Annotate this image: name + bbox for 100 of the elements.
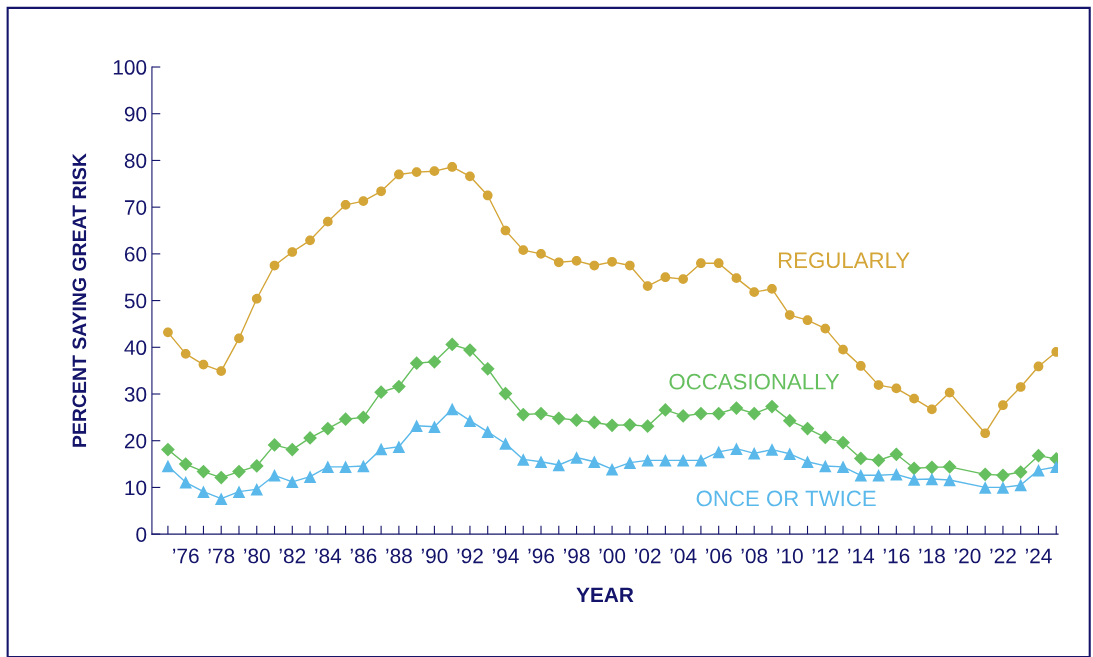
point	[463, 414, 477, 427]
x-tick-label: ’06	[706, 548, 732, 564]
point	[198, 359, 209, 370]
point	[394, 169, 404, 180]
point	[392, 440, 406, 454]
point	[410, 419, 423, 433]
x-tick-label: ’90	[421, 548, 448, 564]
point	[765, 399, 779, 414]
point	[694, 406, 708, 421]
y-tick-label: 50	[124, 293, 147, 309]
point	[980, 428, 991, 439]
point	[1015, 382, 1026, 392]
series-label: OCCASIONALLY	[669, 373, 840, 390]
point	[499, 437, 512, 450]
x-tick-label: ’86	[350, 548, 377, 564]
point	[996, 481, 1010, 494]
point	[642, 281, 653, 291]
point	[1032, 463, 1045, 477]
x-tick-label: ’04	[670, 548, 697, 564]
point	[374, 385, 388, 400]
point	[623, 456, 637, 469]
point	[820, 323, 831, 334]
point	[891, 383, 902, 394]
y-axis-title: PERCENT SAYING GREAT RISK	[72, 153, 87, 447]
point	[747, 406, 762, 421]
point	[658, 403, 673, 417]
x-tick-label: ’10	[777, 548, 803, 564]
point	[622, 417, 637, 432]
point	[838, 344, 848, 355]
point	[409, 356, 424, 371]
point	[907, 461, 921, 476]
point	[232, 464, 246, 479]
point	[802, 315, 813, 326]
point	[907, 473, 921, 486]
point	[783, 447, 796, 461]
point	[376, 186, 386, 197]
x-tick-label: ’84	[315, 548, 342, 564]
x-tick-label: ’18	[919, 548, 945, 564]
point	[873, 380, 884, 390]
x-tick-label: ’16	[883, 548, 910, 564]
point	[234, 333, 244, 344]
point	[784, 310, 795, 320]
y-tick-label: 40	[124, 340, 147, 356]
point	[481, 425, 494, 439]
point	[214, 492, 228, 505]
point	[624, 260, 635, 271]
x-tick-label: ’00	[599, 548, 626, 564]
y-tick-label: 30	[124, 387, 147, 402]
point	[696, 258, 706, 269]
point	[358, 196, 369, 206]
x-tick-label: ’76	[173, 548, 199, 564]
point	[871, 453, 886, 468]
point	[178, 457, 193, 471]
point	[978, 481, 992, 494]
point	[853, 451, 868, 466]
point	[607, 256, 617, 267]
point	[303, 431, 317, 445]
point	[518, 245, 529, 255]
point	[1013, 465, 1028, 479]
point	[534, 406, 548, 421]
point	[161, 459, 175, 473]
point	[854, 469, 868, 482]
point	[589, 260, 600, 271]
point	[890, 468, 903, 481]
point	[465, 171, 475, 182]
point	[678, 274, 689, 284]
point	[765, 443, 779, 456]
point	[374, 442, 388, 456]
point	[445, 337, 460, 352]
point	[998, 400, 1008, 411]
point	[250, 483, 263, 496]
point	[411, 167, 422, 177]
point	[516, 407, 531, 422]
x-tick-label: ’94	[492, 548, 519, 564]
point	[322, 216, 333, 227]
point	[321, 460, 335, 474]
x-tick-label: ’20	[954, 548, 981, 564]
point	[552, 458, 566, 472]
x-tick-label: ’12	[812, 548, 839, 564]
point	[909, 393, 919, 404]
point	[214, 470, 229, 485]
point	[819, 459, 832, 473]
x-axis-title: YEAR	[576, 587, 634, 602]
point	[978, 467, 993, 482]
point	[641, 454, 654, 467]
point	[163, 327, 173, 338]
y-tick-label: 0	[136, 527, 147, 542]
point	[463, 343, 477, 357]
x-tick-label: ’92	[457, 548, 483, 564]
y-tick-label: 60	[124, 246, 147, 262]
point	[660, 272, 671, 283]
point	[500, 225, 511, 236]
point	[429, 166, 440, 177]
x-tick-label: ’24	[1025, 548, 1052, 564]
y-tick-label: 80	[124, 153, 147, 169]
point	[269, 260, 280, 271]
point	[392, 379, 406, 394]
point	[942, 460, 957, 474]
x-tick-label: ’08	[741, 548, 768, 564]
point	[694, 454, 708, 467]
